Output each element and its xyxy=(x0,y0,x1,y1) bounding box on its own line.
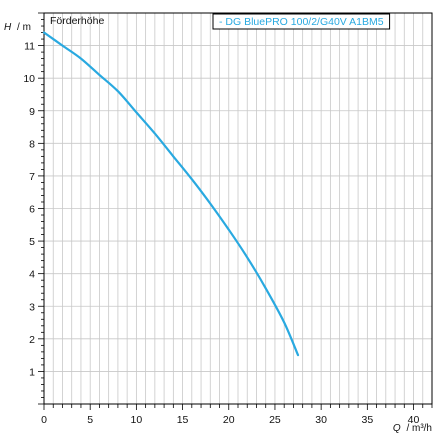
x-axis-symbol: Q xyxy=(393,423,401,434)
y-tick-label: 1 xyxy=(29,366,35,378)
x-tick-label: 20 xyxy=(223,414,235,426)
y-tick-label: 3 xyxy=(29,301,35,313)
y-tick-label: 8 xyxy=(29,138,35,150)
y-axis-unit: / m xyxy=(17,22,31,33)
x-axis-unit: / m³/h xyxy=(406,423,432,434)
plot-frame xyxy=(43,12,433,405)
x-tick-label: 0 xyxy=(41,414,47,426)
x-tick-label: 5 xyxy=(87,414,93,426)
chart-title: Förderhöhe xyxy=(50,15,104,27)
y-tick-label: 9 xyxy=(29,106,35,118)
y-axis-label: H / m xyxy=(4,22,31,33)
tick-labels: 0 5 10 15 20 25 30 35 40 1 2 3 4 5 6 7 8 9 10 11 xyxy=(23,41,419,426)
legend-entry: - DG BluePRO 100/2/G40V A1BM5 xyxy=(219,16,384,28)
y-tick-label: 6 xyxy=(29,204,35,216)
y-tick-label: 2 xyxy=(29,334,35,346)
y-tick-label: 7 xyxy=(29,171,35,183)
x-tick-label: 40 xyxy=(408,414,420,426)
legend: - DG BluePRO 100/2/G40V A1BM5 xyxy=(212,13,391,30)
x-axis-label: Q / m³/h xyxy=(393,423,432,434)
series-line xyxy=(42,31,300,357)
x-tick-label: 10 xyxy=(131,414,143,426)
x-tick-label: 15 xyxy=(177,414,189,426)
y-tick-label: 11 xyxy=(24,41,35,53)
y-tick-label: 4 xyxy=(29,269,35,281)
x-tick-label: 25 xyxy=(269,414,281,426)
y-tick-label: 5 xyxy=(29,236,35,248)
y-tick-label: 10 xyxy=(23,73,35,85)
grid xyxy=(44,13,432,404)
legend-box xyxy=(212,13,391,30)
y-axis-symbol: H xyxy=(4,22,12,33)
x-tick-label: 30 xyxy=(315,414,327,426)
x-tick-label: 35 xyxy=(361,414,373,426)
